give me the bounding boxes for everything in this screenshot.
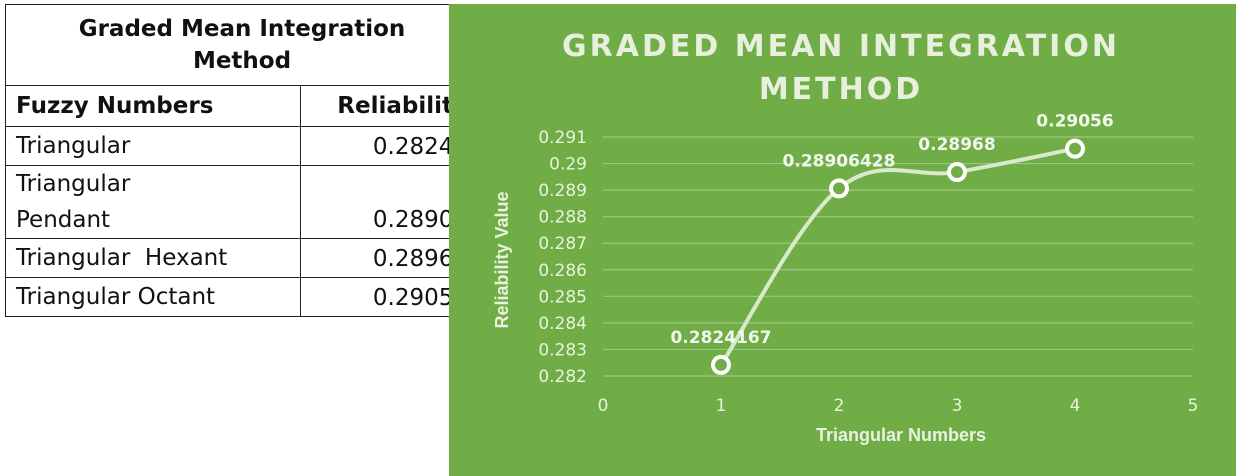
chart-panel: GRADED MEAN INTEGRATION METHOD 0.282 0.28… [449, 4, 1236, 476]
data-markers [711, 138, 1085, 375]
data-point-marker [711, 354, 731, 375]
y-axis-title: Reliability Value [492, 191, 512, 328]
header-fuzzy-numbers: Fuzzy Numbers [4, 85, 302, 127]
row-name-text: Triangular [16, 171, 131, 197]
table-title: Graded Mean Integration Method [5, 4, 479, 86]
data-point-marker [829, 178, 849, 199]
table-title-line1: Graded Mean Integration [78, 16, 406, 42]
y-tick-label: 0.289 [538, 181, 587, 201]
y-tick-label: 0.287 [538, 234, 587, 254]
data-label: 0.28968 [918, 135, 995, 155]
y-axis-ticks: 0.282 0.283 0.284 0.285 0.286 0.287 0.288 0.289… [538, 128, 587, 387]
data-point-marker [947, 162, 967, 183]
reliability-table: Graded Mean Integration Method Fuzzy Num… [4, 4, 479, 317]
y-tick-label: 0.286 [538, 261, 587, 281]
row-name-text: Triangular Hexant [16, 245, 228, 271]
row-name-text: Triangular Octant [16, 284, 216, 310]
y-tick-label: 0.29 [549, 155, 587, 175]
y-tick-label: 0.282 [538, 367, 587, 387]
table-title-row: Graded Mean Integration Method [5, 4, 479, 86]
gridlines [603, 136, 1193, 377]
y-tick-label: 0.283 [538, 340, 587, 360]
row-name-text: Triangular [16, 133, 131, 159]
table-row: Triangular Pendant 0.28906 [4, 165, 479, 239]
x-tick-label: 2 [834, 396, 845, 416]
row-name: Triangular Octant [4, 277, 302, 317]
line-chart: GRADED MEAN INTEGRATION METHOD 0.2820.28… [492, 29, 1199, 445]
data-label: 0.29056 [1036, 112, 1113, 132]
y-tick-label: 0.288 [538, 208, 587, 228]
chart-title-line2: METHOD [759, 72, 923, 107]
y-tick-label: 0.284 [538, 314, 587, 334]
data-label: 0.2824167 [670, 328, 771, 348]
table-row: Triangular Hexant 0.28968 [4, 238, 479, 278]
row-name: Triangular [4, 126, 302, 166]
chart-title-line1: GRADED MEAN INTEGRATION [562, 29, 1120, 64]
series-line [719, 146, 1076, 367]
x-tick-label: 0 [598, 396, 609, 416]
row-name: Triangular Pendant [4, 165, 302, 239]
data-point-marker [1065, 138, 1085, 159]
x-tick-label: 5 [1188, 396, 1199, 416]
data-label: 0.28906428 [783, 151, 896, 171]
table-header-row: Fuzzy Numbers Reliability [4, 85, 479, 127]
x-axis-ticks: 0 1 2 3 4 5 [598, 396, 1199, 416]
table-row: Triangular Octant 0.29056 [4, 277, 479, 317]
x-axis-title: Triangular Numbers [816, 425, 986, 445]
y-tick-label: 0.285 [538, 287, 587, 307]
row-name-text-line2: Pendant [16, 207, 111, 233]
x-tick-label: 1 [716, 396, 727, 416]
y-tick-label: 0.291 [538, 128, 587, 148]
x-tick-label: 4 [1070, 396, 1081, 416]
table-title-line2: Method [192, 48, 292, 74]
row-name: Triangular Hexant [4, 238, 302, 278]
table-row: Triangular 0.28242 [4, 126, 479, 166]
x-tick-label: 3 [952, 396, 963, 416]
data-labels: 0.2824167 0.28906428 0.28968 0.29056 [670, 112, 1113, 348]
